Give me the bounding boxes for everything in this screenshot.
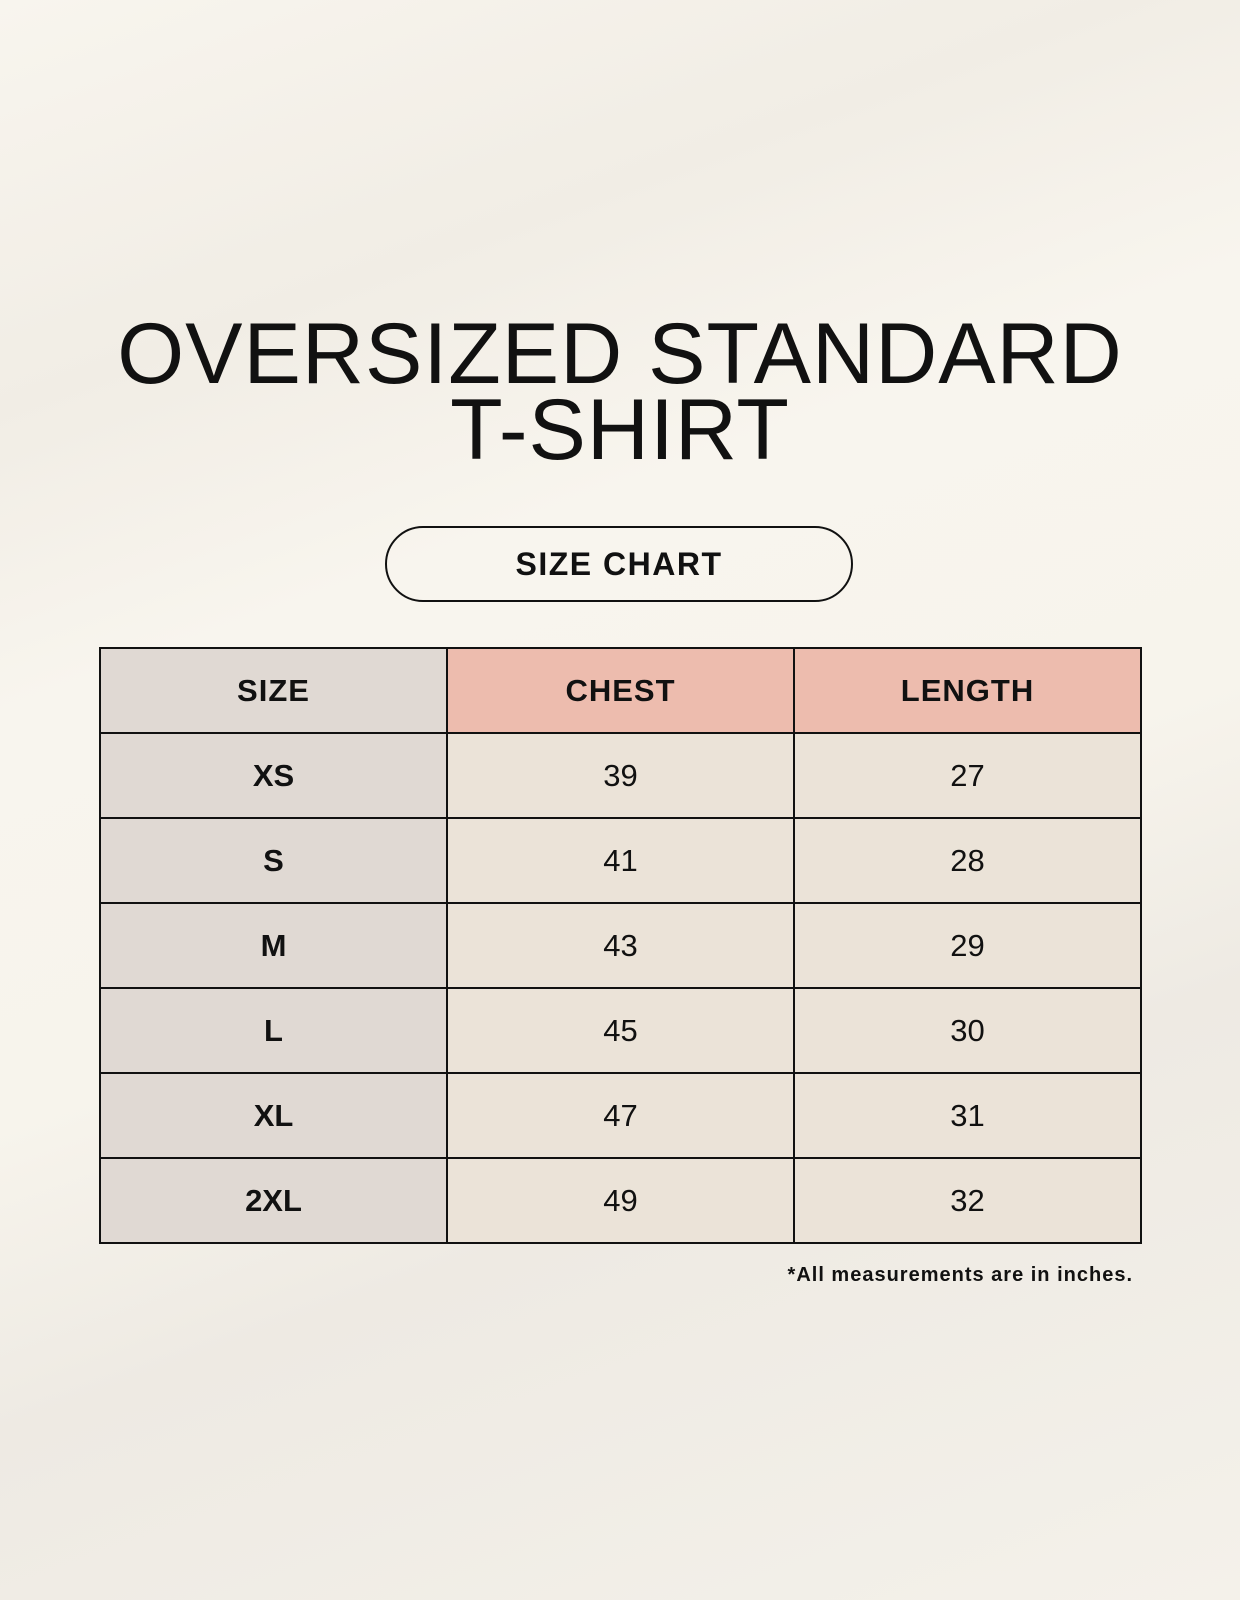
cell-size: M — [99, 902, 448, 989]
cell-chest: 41 — [446, 817, 795, 904]
size-chart-badge: SIZE CHART — [385, 526, 853, 602]
cell-size: 2XL — [99, 1157, 448, 1244]
table-row: M 43 29 — [99, 902, 1142, 989]
cell-chest: 45 — [446, 987, 795, 1074]
cell-chest: 39 — [446, 732, 795, 819]
header-length: LENGTH — [793, 647, 1142, 734]
cell-chest: 43 — [446, 902, 795, 989]
size-table: SIZE CHEST LENGTH XS 39 27 S 41 28 M 43 29 L 45 30 X… — [99, 647, 1142, 1244]
cell-size: L — [99, 987, 448, 1074]
cell-chest: 47 — [446, 1072, 795, 1159]
cell-size: XL — [99, 1072, 448, 1159]
cell-length: 30 — [793, 987, 1142, 1074]
table-row: XS 39 27 — [99, 732, 1142, 819]
table-row: S 41 28 — [99, 817, 1142, 904]
cell-length: 32 — [793, 1157, 1142, 1244]
header-size: SIZE — [99, 647, 448, 734]
cell-size: XS — [99, 732, 448, 819]
table-row: XL 47 31 — [99, 1072, 1142, 1159]
cell-chest: 49 — [446, 1157, 795, 1244]
page-title: OVERSIZED STANDARD T-SHIRT — [0, 306, 1240, 478]
cell-length: 29 — [793, 902, 1142, 989]
table-row: 2XL 49 32 — [99, 1157, 1142, 1244]
table-header-row: SIZE CHEST LENGTH — [99, 647, 1142, 734]
cell-size: S — [99, 817, 448, 904]
cell-length: 28 — [793, 817, 1142, 904]
title-line-2: T-SHIRT — [450, 382, 790, 478]
cell-length: 31 — [793, 1072, 1142, 1159]
header-chest: CHEST — [446, 647, 795, 734]
cell-length: 27 — [793, 732, 1142, 819]
table-row: L 45 30 — [99, 987, 1142, 1074]
title-line-1: OVERSIZED STANDARD — [117, 306, 1123, 402]
footnote: *All measurements are in inches. — [787, 1264, 1133, 1286]
